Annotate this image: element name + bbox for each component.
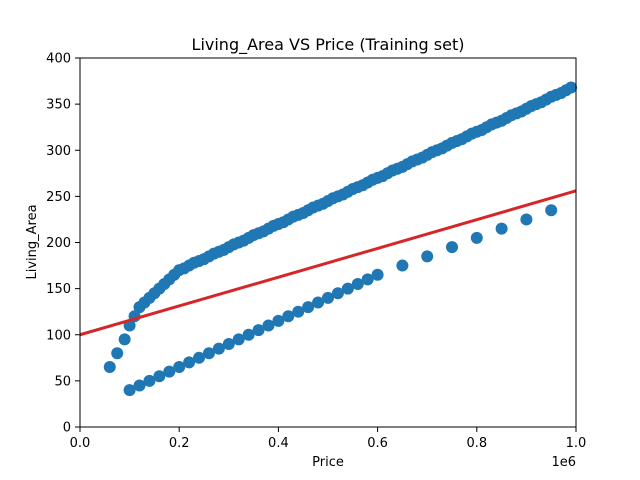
scatter-point <box>212 342 225 355</box>
scatter-point <box>371 268 384 281</box>
scatter-point <box>193 351 206 364</box>
scatter-point <box>163 365 176 378</box>
y-tick-label: 250 <box>46 190 71 205</box>
scatter-point <box>565 81 578 94</box>
y-axis-ticks: 0 50 100 150 200 250 300 350 400 <box>46 52 80 436</box>
scatter-point <box>103 361 116 374</box>
scatter-point <box>351 278 364 291</box>
scatter-point <box>118 333 131 346</box>
scatter-point <box>143 374 156 387</box>
scatter-point <box>421 250 434 263</box>
scatter-point <box>183 356 196 369</box>
scatter-point <box>173 361 186 374</box>
scatter-point <box>545 204 558 217</box>
chart-title: Living_Area VS Price (Training set) <box>192 35 465 55</box>
scatter-point <box>341 282 354 295</box>
scatter-point <box>302 301 315 314</box>
scatter-point <box>272 314 285 327</box>
scatter-point <box>520 213 533 226</box>
scatter-point <box>322 291 334 304</box>
x-tick-label: 0.4 <box>268 436 289 451</box>
y-tick-label: 300 <box>46 144 71 159</box>
y-tick-label: 150 <box>46 282 71 297</box>
x-tick-label: 1.0 <box>566 436 587 451</box>
y-tick-label: 200 <box>46 236 71 251</box>
scatter-point <box>252 324 265 337</box>
x-axis-ticks: 0.0 0.2 0.4 0.6 0.8 1.0 <box>70 427 587 451</box>
scatter-point <box>133 379 146 392</box>
y-tick-label: 50 <box>54 374 71 389</box>
scatter-point <box>242 328 255 341</box>
y-axis-label: Living_Area <box>25 204 40 279</box>
scatter-point <box>292 305 305 318</box>
scatter-point <box>202 347 215 360</box>
scatter-point <box>331 287 344 300</box>
x-axis-label: Price <box>312 455 344 470</box>
scatter-point <box>153 370 166 383</box>
y-tick-label: 0 <box>63 421 71 436</box>
scatter-point <box>495 222 508 235</box>
scatter-point <box>232 333 245 346</box>
scatter-point <box>282 310 295 323</box>
scatter-point <box>446 241 458 254</box>
scatter-point <box>123 384 136 397</box>
x-tick-label: 0.0 <box>70 436 91 451</box>
scatter-point <box>222 337 235 350</box>
scatter-point <box>312 296 325 309</box>
x-tick-label: 0.2 <box>169 436 190 451</box>
scatter-point <box>262 319 275 332</box>
scatter-point <box>361 273 374 286</box>
regression-line <box>79 189 577 337</box>
scatter-point <box>111 347 124 360</box>
y-tick-label: 100 <box>46 328 71 343</box>
x-axis-multiplier-label: 1e6 <box>551 455 576 470</box>
y-tick-label: 350 <box>46 98 71 113</box>
y-tick-label: 400 <box>46 52 71 67</box>
scatter-point <box>470 231 483 244</box>
x-tick-label: 0.6 <box>367 436 388 451</box>
scatter-point <box>396 259 409 272</box>
plot-area <box>79 81 578 397</box>
x-tick-label: 0.8 <box>466 436 487 451</box>
scatter-points <box>103 81 578 397</box>
